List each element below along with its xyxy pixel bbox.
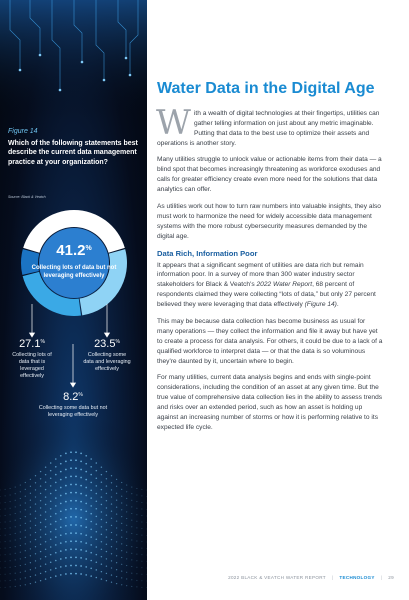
section-subhead: Data Rich, Information Poor [157,248,258,258]
donut-chart [21,210,127,316]
paragraph-5: This may be because data collection has … [157,318,383,365]
slice-some-leveraging [22,271,82,316]
figure-label: Figure 14 [8,128,38,135]
paragraph-3: As utilities work out how to turn raw nu… [157,203,381,240]
pointer-arrows [28,304,111,388]
center-unit: % [85,245,92,252]
footer-separator: | [331,575,334,580]
slice-lots-leveraged [79,249,127,316]
page-number: 29 [388,575,394,580]
paragraph-4-end: . [336,301,339,309]
stat-description: Collecting lots of data that is leverage… [12,352,52,380]
figure-source: Source: Black & Veatch [8,195,46,199]
particle-wave-art [0,420,147,600]
paragraph-4: It appears that a significant segment of… [157,261,383,310]
stat-description: Collecting some data and leveraging effe… [83,352,131,373]
paragraph-4-text-b: , 68 percent of respondents claimed they… [157,281,376,309]
stat-unit: % [78,392,83,398]
slice-some-not-leveraging [21,249,40,275]
footer-separator: | [380,575,383,580]
stat-value: 8.2% [30,392,116,403]
figure-panel: Figure 14 Which of the following stateme… [0,0,147,600]
circuit-art-top [0,0,147,120]
paragraph-6: For many utilities, current data analysi… [157,374,383,431]
stat-some-leveraged: 23.5% Collecting some data and leveragin… [82,339,132,373]
stat-value: 23.5% [82,339,132,350]
stat-description: Collecting some data but not leveraging … [38,405,108,419]
figure-reference: (Figure 14) [304,301,337,309]
drop-cap: W [156,102,191,143]
center-percentage: 41.2% [24,243,124,258]
stat-leveraged: 27.1% Collecting lots of data that is le… [12,339,52,380]
paragraph-4-text-a: It appears that a significant segment of… [157,261,364,289]
report-name: 2022 Water Report [256,281,313,289]
page-footer: 2022 BLACK & VEATCH WATER REPORT | TECHNOL… [150,575,394,580]
section-name: TECHNOLOGY [339,575,375,580]
donut-hole [39,228,109,298]
stat-unit: % [40,339,45,345]
stat-number: 8.2 [63,391,79,403]
stat-number: 23.5 [94,338,116,350]
stat-number: 27.1 [19,338,41,350]
stat-value: 27.1% [12,339,52,350]
center-description: Collecting lots of data but not leveragi… [31,265,117,280]
stat-some-not-leveraged: 8.2% Collecting some data but not levera… [30,392,116,419]
particle-dots [0,451,147,588]
slice-lots-not-leveraging [23,210,125,253]
stat-unit: % [115,339,120,345]
paragraph-2: Many utilities struggle to unlock value … [157,156,382,194]
article-title: Water Data in the Digital Age [157,80,375,97]
intro-text: ith a wealth of digital technologies at … [157,109,380,147]
figure-question: Which of the following statements best d… [8,140,138,166]
report-title: 2022 BLACK & VEATCH WATER REPORT [228,575,326,580]
center-value: 41.2 [56,242,86,259]
